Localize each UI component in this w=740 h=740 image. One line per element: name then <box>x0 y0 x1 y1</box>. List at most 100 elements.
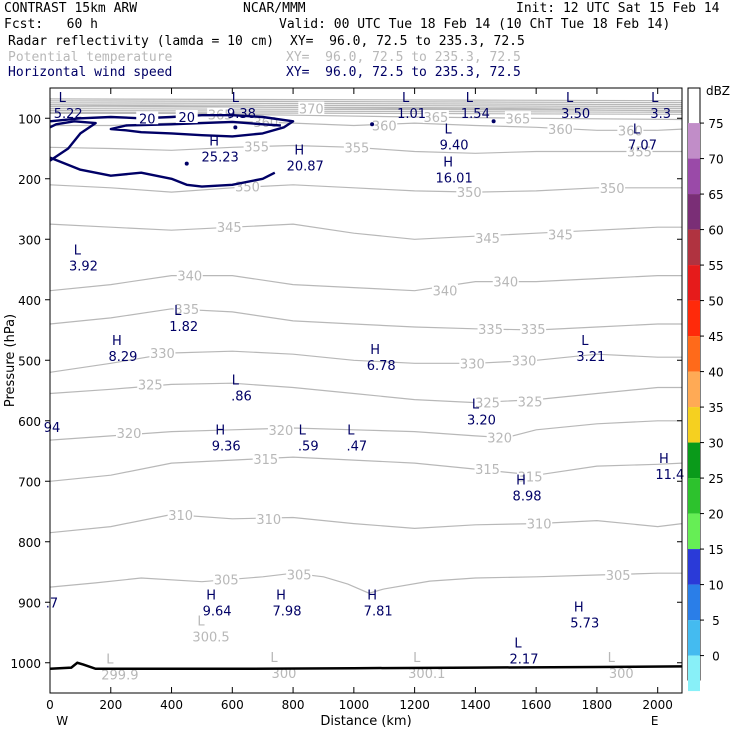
colorbar-swatch-45 <box>688 336 700 372</box>
theta-label-310: 310 <box>256 513 281 528</box>
theta-label-360: 360 <box>372 120 397 135</box>
theta-label-bg <box>298 101 325 115</box>
wind-edge-value: .7 <box>46 596 58 611</box>
theta-label-330: 330 <box>512 354 537 369</box>
wind-extremum-marker: L <box>472 398 480 413</box>
theta-label-bg <box>116 425 142 439</box>
theta-label-340: 340 <box>493 276 518 291</box>
theta-label-bg <box>599 180 626 194</box>
y-tick-label: 900 <box>18 596 41 610</box>
wind-contour-20 <box>49 120 97 162</box>
wind-extremum-marker: H <box>370 343 380 358</box>
theta-label-bg <box>474 395 501 409</box>
theta-extremum-value: 299.9 <box>101 669 138 684</box>
theta-label-355: 355 <box>344 141 369 156</box>
theta-label-310: 310 <box>168 509 193 524</box>
wind-extremum-marker: H <box>215 424 225 439</box>
field-name-theta: Potential temperature <box>8 50 173 65</box>
wind-extremum-value: 9.36 <box>212 440 241 455</box>
x-tick-label: 1000 <box>339 698 370 712</box>
wind-extremum-value: 7.07 <box>628 138 657 153</box>
theta-label-340: 340 <box>433 285 458 300</box>
colorbar-label-45: 45 <box>708 330 723 344</box>
theta-extremum-marker: L <box>106 653 114 668</box>
colorbar-label-30: 30 <box>708 437 723 451</box>
colorbar-swatch-30 <box>688 442 700 479</box>
theta-contour-355 <box>49 144 682 154</box>
plot-frame <box>49 87 683 694</box>
x-tick-label: 400 <box>160 698 183 712</box>
colorbar-swatch-60 <box>688 229 700 266</box>
theta-extremum-marker: L <box>197 614 205 629</box>
theta-label-345: 345 <box>475 232 500 247</box>
wind-contour-20 <box>49 156 276 188</box>
wind-extremum-value: 25.23 <box>202 151 239 166</box>
theta-extremum-marker: L <box>270 651 278 666</box>
x-tick-label: 1200 <box>399 698 430 712</box>
y-tick-label: 1000 <box>10 657 41 671</box>
wind-extremum-value: 7.98 <box>273 604 302 619</box>
theta-label-bg <box>216 220 243 234</box>
theta-extremum-value: 300.5 <box>192 630 229 645</box>
theta-label-bg <box>520 321 547 335</box>
colorbar-swatch-10 <box>688 584 700 621</box>
theta-label-360: 360 <box>548 123 573 138</box>
wind-extremum-marker: L <box>651 91 659 106</box>
theta-label-bg <box>474 462 501 476</box>
wind-extremum-value: 9.64 <box>203 604 232 619</box>
theta-band-line <box>49 106 683 109</box>
theta-band-line <box>49 98 683 102</box>
wind-extremum-value: 16.01 <box>436 172 473 187</box>
theta-contour-340 <box>49 275 682 292</box>
theta-label-bg <box>213 572 240 586</box>
theta-label-350: 350 <box>235 181 260 196</box>
wind-contour-20 <box>49 114 295 138</box>
wind-extremum-value: 5.22 <box>54 107 83 122</box>
colorbar-label-5: 5 <box>712 614 720 628</box>
colorbar-swatch-5 <box>688 620 700 656</box>
theta-label-355: 355 <box>244 141 269 156</box>
theta-label-325: 325 <box>518 395 543 410</box>
x-tick-label: 1400 <box>460 698 491 712</box>
theta-contour-335 <box>49 308 682 331</box>
theta-label-bg <box>255 511 282 525</box>
wind-extremum-marker: H <box>294 144 304 159</box>
theta-label-bg <box>486 430 513 444</box>
y-tick-label: 600 <box>18 415 41 429</box>
theta-extremum-marker: L <box>413 651 421 666</box>
theta-band-line <box>49 102 683 106</box>
theta-label-315: 315 <box>475 463 500 478</box>
y-axis-label: Pressure (hPa) <box>3 314 18 407</box>
wind-extremum-value: 3.92 <box>69 259 98 274</box>
wind-dot <box>370 122 375 127</box>
colorbar-label-35: 35 <box>708 401 723 415</box>
wind-extremum-value: 20.87 <box>287 160 324 175</box>
wind-extremum-marker: H <box>367 588 377 603</box>
theta-label-bg <box>605 568 632 582</box>
theta-label-bg <box>422 110 449 124</box>
theta-label-320: 320 <box>117 427 142 442</box>
theta-contour-305 <box>49 572 682 594</box>
theta-label-bg <box>173 301 200 315</box>
theta-label-360: 360 <box>618 124 643 139</box>
wind-extremum-marker: L <box>232 91 240 106</box>
colorbar-swatch-0 <box>688 655 700 692</box>
colorbar-label-75: 75 <box>708 117 723 131</box>
west-label: W <box>56 714 68 728</box>
theta-label-345: 345 <box>548 228 573 243</box>
colorbar-swatch-15 <box>688 549 700 585</box>
theta-label-bg <box>511 353 537 367</box>
theta-label-350: 350 <box>600 182 625 197</box>
x-tick-label: 800 <box>282 698 305 712</box>
field-xy-wind: XY= 96.0, 72.5 to 235.3, 72.5 <box>286 65 521 80</box>
colorbar-label-20: 20 <box>708 508 723 522</box>
theta-label-bg <box>149 345 176 359</box>
theta-band-line <box>49 109 683 113</box>
wind-extremum-marker: L <box>444 122 452 137</box>
model-title: CONTRAST 15km ARW <box>4 1 138 16</box>
wind-extremum-value: 8.29 <box>108 350 137 365</box>
theta-label-bg <box>371 118 398 132</box>
surface-line <box>49 661 683 671</box>
